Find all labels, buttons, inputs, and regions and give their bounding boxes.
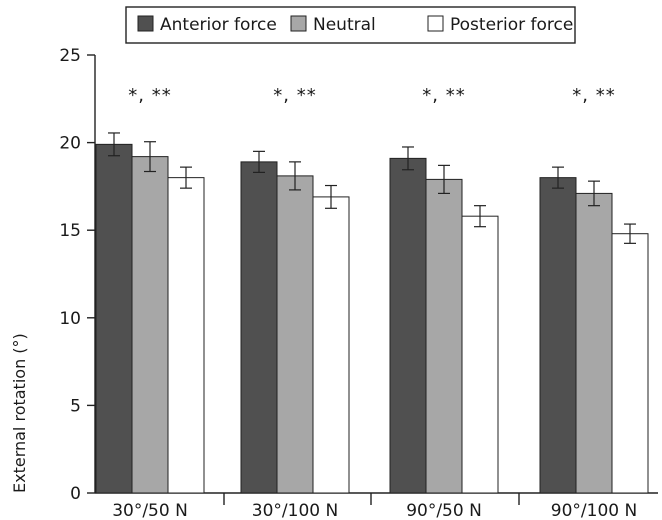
legend-label-posterior-force: Posterior force (450, 15, 573, 35)
bars (95, 132, 649, 494)
significance-annotation: *, ** (273, 85, 316, 106)
legend-label-anterior-force: Anterior force (160, 15, 277, 35)
bar (575, 192, 613, 494)
legend: Anterior force Neutral Posterior force (125, 6, 576, 44)
bar (312, 196, 350, 494)
y-tick-label: 20 (59, 134, 81, 154)
bar (167, 177, 205, 494)
significance-annotation: *, ** (128, 85, 171, 106)
y-axis-label: External rotation (°) (10, 333, 29, 493)
x-category-label: 90°/50 N (406, 501, 482, 520)
significance-annotation: *, ** (572, 85, 615, 106)
bar (240, 161, 278, 494)
bar (539, 177, 577, 494)
bar (389, 157, 427, 494)
significance-annotation: *, ** (422, 85, 465, 106)
legend-swatch-posterior-force (427, 15, 444, 32)
x-category-label: 90°/100 N (551, 501, 637, 520)
y-tick-label: 0 (70, 484, 81, 504)
x-category-label: 30°/100 N (252, 501, 338, 520)
legend-swatch-anterior-force (137, 15, 154, 32)
bar (276, 175, 314, 494)
legend-label-neutral: Neutral (313, 15, 376, 35)
y-tick-label: 15 (59, 221, 81, 241)
y-tick-label: 10 (59, 309, 81, 329)
legend-swatch-neutral (290, 15, 307, 32)
x-category-label: 30°/50 N (112, 501, 188, 520)
y-tick-label: 25 (59, 46, 81, 66)
bar (95, 143, 133, 494)
bar (461, 215, 499, 494)
y-tick-label: 5 (70, 396, 81, 416)
bar (425, 178, 463, 494)
labels: 0 5 10 15 20 25 30°/50 N *, ** 30°/100 N *, ** 90°… (59, 46, 637, 520)
legend-box (125, 6, 576, 44)
bar (131, 156, 169, 494)
bar (611, 233, 649, 494)
